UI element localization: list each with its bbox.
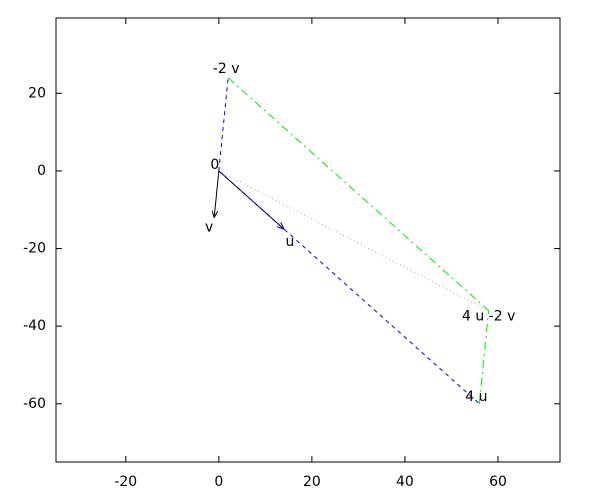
x-tick-label: -20 xyxy=(114,474,137,490)
guide-line xyxy=(218,77,229,171)
x-tick-label: 20 xyxy=(303,474,321,490)
y-tick-label: 20 xyxy=(28,85,46,101)
point-label: 4 u -2 v xyxy=(462,309,515,325)
y-tick-label: -20 xyxy=(23,241,46,257)
point-label: -2 v xyxy=(213,61,240,77)
plot-frame xyxy=(55,17,561,463)
guide-line xyxy=(227,77,490,312)
vector-arrow xyxy=(214,170,220,218)
point-label: 0 xyxy=(210,157,219,173)
x-tick-label: 40 xyxy=(396,474,414,490)
x-tick-label: 60 xyxy=(489,474,507,490)
x-tick-label: 0 xyxy=(214,474,223,490)
point-label: 4 u xyxy=(465,389,487,405)
guide-line xyxy=(218,170,489,312)
y-tick-label: -40 xyxy=(23,318,46,334)
y-tick-label: 0 xyxy=(37,163,46,179)
point-label: u xyxy=(286,234,295,250)
y-tick-label: -60 xyxy=(23,396,46,412)
guide-line xyxy=(478,310,490,404)
vector-arrow xyxy=(218,170,284,229)
point-label: v xyxy=(205,219,213,235)
